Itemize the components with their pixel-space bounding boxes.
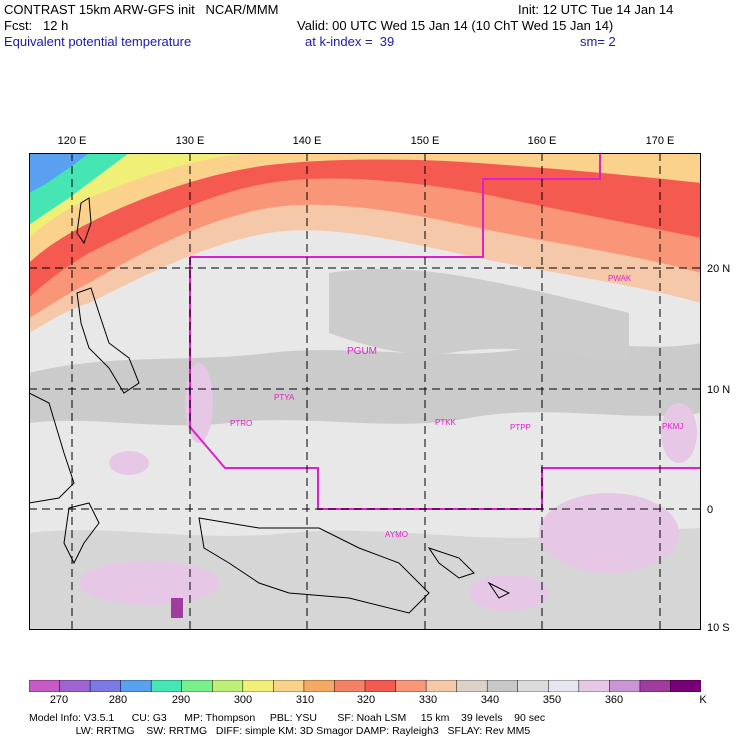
colorbar-swatch xyxy=(120,680,152,692)
fir-boundary-south xyxy=(189,257,701,510)
init-time: Init: 12 UTC Tue 14 Jan 14 xyxy=(518,2,674,17)
colorbar-swatch xyxy=(609,680,641,692)
field-name: Equivalent potential temperature xyxy=(4,34,192,49)
colorbar-label-350: 350 xyxy=(542,694,562,706)
colorbar-swatch xyxy=(517,680,550,692)
purple-patch-6 xyxy=(661,403,697,463)
colorbar-swatch xyxy=(212,680,244,692)
colorbar-swatch xyxy=(670,680,701,692)
colorbar-label-300: 300 xyxy=(233,694,253,706)
colorbar-label-270: 270 xyxy=(49,694,69,706)
lon-label-120: 120 E xyxy=(57,135,87,147)
station-ptpp: PTPP xyxy=(510,423,531,432)
fir-boundary-north xyxy=(190,153,601,258)
theta-band-330 xyxy=(29,153,701,298)
colorbar-swatch xyxy=(181,680,214,692)
borneo-outline xyxy=(29,392,75,504)
colorbar-swatch xyxy=(59,680,91,692)
sulawesi-outline xyxy=(63,502,100,565)
colorbar xyxy=(29,680,701,692)
lon-label-160: 160 E xyxy=(527,135,557,147)
new-guinea-outline xyxy=(198,517,430,614)
purple-patch-1 xyxy=(109,451,149,475)
colorbar-swatch xyxy=(273,680,305,692)
station-pgum: PGUM xyxy=(347,346,377,357)
colorbar-swatch xyxy=(395,680,427,692)
map-frame xyxy=(29,153,701,630)
model-info-line2: LW: RRTMG SW: RRTMG DIFF: simple KM: 3D … xyxy=(29,725,531,737)
colorbar-label-330: 330 xyxy=(418,694,438,706)
lon-label-150: 150 E xyxy=(410,135,440,147)
model-info-line1: Model Info: V3.5.1 CU: G3 MP: Thompson P… xyxy=(29,712,546,724)
island-outline-1 xyxy=(427,547,475,579)
station-pwak: PWAK xyxy=(608,274,632,283)
colorbar-swatch xyxy=(548,680,580,692)
forecast-hour: Fcst: 12 h xyxy=(4,18,69,33)
colorbar-unit: K xyxy=(699,694,707,706)
colorbar-swatch xyxy=(242,680,275,692)
colorbar-swatch xyxy=(639,680,672,692)
theta-band-310 xyxy=(29,153,449,238)
gray-band-2 xyxy=(329,268,629,363)
lat-label-20n: 20 N xyxy=(707,263,731,275)
colorbar-swatch xyxy=(334,680,366,692)
lat-label-0: 0 xyxy=(707,504,714,516)
station-ptkk: PTKK xyxy=(435,418,456,427)
lat-label-10n: 10 N xyxy=(707,384,731,396)
purple-patch-2 xyxy=(185,363,213,443)
colorbar-swatch xyxy=(89,680,122,692)
colorbar-swatch xyxy=(486,680,519,692)
valid-time: Valid: 00 UTC Wed 15 Jan 14 (10 ChT Wed … xyxy=(297,18,614,33)
lon-label-170: 170 E xyxy=(645,135,675,147)
colorbar-label-310: 310 xyxy=(295,694,315,706)
grid-lines xyxy=(29,153,701,630)
station-ptro: PTRO xyxy=(230,419,253,428)
colorbar-swatch xyxy=(425,680,458,692)
taiwan-outline xyxy=(76,197,92,245)
purple-patch-3 xyxy=(79,561,219,605)
colorbar-swatch xyxy=(456,680,488,692)
smoothing: sm= 2 xyxy=(580,34,616,49)
k-index: at k-index = 39 xyxy=(305,34,395,49)
model-title: CONTRAST 15km ARW-GFS init NCAR/MMM xyxy=(4,2,279,17)
colorbar-swatch xyxy=(29,680,61,692)
colorbar-swatch xyxy=(364,680,397,692)
purple-patch-dark xyxy=(171,598,183,618)
station-pkmj: PKMJ xyxy=(662,422,684,431)
colorbar-label-280: 280 xyxy=(108,694,128,706)
purple-patch-4 xyxy=(539,493,679,573)
colorbar-label-360: 360 xyxy=(604,694,624,706)
station-aymo: AYMO xyxy=(385,530,408,539)
station-ptya: PTYA xyxy=(274,393,295,402)
colorbar-label-320: 320 xyxy=(356,694,376,706)
colorbar-swatch xyxy=(150,680,183,692)
theta-e-map xyxy=(29,153,701,630)
lon-label-130: 130 E xyxy=(175,135,205,147)
colorbar-label-290: 290 xyxy=(171,694,191,706)
lat-label-10s: 10 S xyxy=(707,622,730,634)
colorbar-swatch xyxy=(578,680,611,692)
theta-band-280 xyxy=(29,153,89,193)
colorbar-swatch xyxy=(303,680,336,692)
philippines-outline xyxy=(76,287,140,394)
lon-label-140: 140 E xyxy=(292,135,322,147)
colorbar-label-340: 340 xyxy=(480,694,500,706)
island-outline-2 xyxy=(487,581,511,599)
